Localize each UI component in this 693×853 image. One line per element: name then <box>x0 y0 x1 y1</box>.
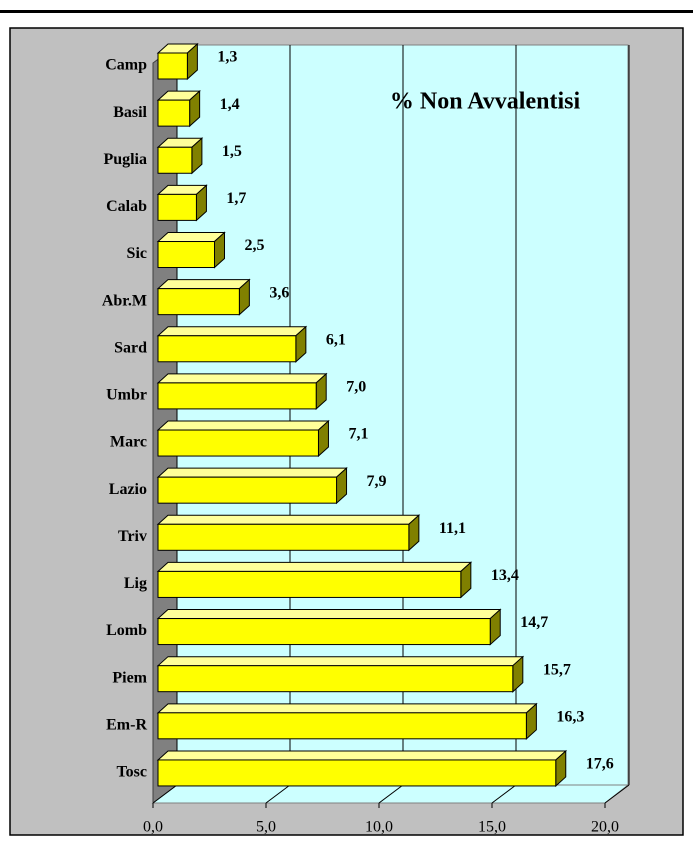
y-tick-label: Abr.M <box>102 292 147 309</box>
bar-front <box>157 665 514 693</box>
top-rule <box>0 10 693 13</box>
x-tick-label: 10,0 <box>365 819 393 836</box>
value-label: 2,5 <box>245 237 265 254</box>
bar <box>156 42 199 81</box>
chart-title: % Non Avvalentisi <box>390 89 581 115</box>
y-tick-label: Piem <box>112 669 147 686</box>
bar <box>156 514 421 552</box>
bar-front <box>157 193 197 221</box>
y-tick-label: Triv <box>118 528 147 545</box>
y-tick-label: Sic <box>127 245 147 262</box>
bar-top <box>156 279 251 290</box>
bar <box>156 561 473 599</box>
value-label: 15,7 <box>543 661 571 678</box>
bar <box>156 325 308 363</box>
y-tick-label: Calab <box>106 198 147 215</box>
y-tick-label: Em-R <box>106 716 147 733</box>
y-tick-label: Sard <box>114 339 147 356</box>
bar <box>156 749 568 788</box>
value-label: 7,9 <box>367 473 387 490</box>
bar-front <box>157 429 319 457</box>
y-tick-label: Camp <box>105 57 147 74</box>
bar-top <box>156 656 525 667</box>
value-label: 1,5 <box>222 143 242 160</box>
bar-top <box>156 232 226 243</box>
grid-line <box>152 784 178 804</box>
bar-front <box>157 99 191 127</box>
value-label: 7,1 <box>348 426 368 443</box>
bar-top <box>156 420 330 431</box>
bar-front <box>157 52 188 80</box>
bar-front <box>157 523 410 551</box>
value-label: 3,6 <box>269 284 289 301</box>
value-label: 16,3 <box>556 708 584 725</box>
bar-front <box>157 476 338 504</box>
grid-line <box>604 784 630 804</box>
bar-front <box>157 759 557 787</box>
bar <box>156 231 226 269</box>
bar <box>156 419 330 458</box>
grid-line <box>491 784 517 804</box>
x-tick-label: 20,0 <box>591 819 619 836</box>
value-label: 14,7 <box>520 614 548 631</box>
value-label: 11,1 <box>439 520 466 537</box>
y-tick-label: Lazio <box>109 481 147 498</box>
value-label: 1,7 <box>226 190 246 207</box>
bar-front <box>157 335 297 363</box>
y-tick-label: Marc <box>110 434 147 451</box>
y-tick-label: Lig <box>124 575 147 592</box>
value-label: 1,3 <box>217 49 237 66</box>
bar <box>156 137 204 175</box>
bar-top <box>156 609 502 620</box>
value-label: 6,1 <box>326 331 346 348</box>
bar <box>156 184 208 222</box>
bar <box>156 608 502 646</box>
bar-top <box>156 326 308 337</box>
bar <box>156 278 251 316</box>
value-label: 13,4 <box>491 567 519 584</box>
bar-top <box>156 467 348 478</box>
y-tick-label: Lomb <box>106 622 147 639</box>
x-tick-label: 0,0 <box>143 819 163 836</box>
bar <box>156 655 525 693</box>
y-tick-label: Tosc <box>116 764 147 781</box>
bar-front <box>157 382 317 410</box>
bar-front <box>157 241 215 269</box>
value-label: 17,6 <box>586 756 614 773</box>
y-tick-label: Puglia <box>103 151 147 168</box>
x-tick-label: 15,0 <box>478 819 506 836</box>
y-tick-label: Basil <box>113 104 147 121</box>
bar-front <box>157 288 240 316</box>
bar <box>156 702 538 740</box>
bar-top <box>156 373 328 384</box>
bar-top <box>156 750 568 761</box>
bar-front <box>157 146 193 174</box>
bar-top <box>156 561 473 572</box>
x-tick-label: 5,0 <box>256 819 276 836</box>
bar-front <box>157 570 462 598</box>
y-tick-label: Umbr <box>106 387 147 404</box>
grid-line <box>265 784 291 804</box>
bar-front <box>157 618 491 646</box>
value-label: 1,4 <box>220 96 240 113</box>
bar-top <box>156 703 538 714</box>
bar-top <box>156 514 421 525</box>
value-label: 7,0 <box>346 379 366 396</box>
grid-line <box>378 784 404 804</box>
bar-front <box>157 712 527 740</box>
bar <box>156 467 348 505</box>
bar <box>156 90 201 128</box>
bar <box>156 372 328 411</box>
